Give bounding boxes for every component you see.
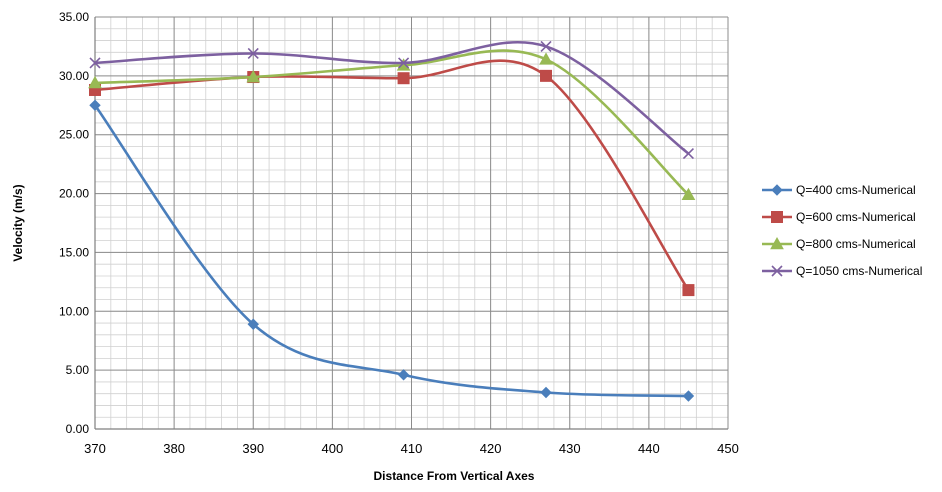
- legend-entry: Q=800 cms-Numerical: [762, 236, 916, 251]
- series-line: [93, 104, 689, 398]
- legend: Q=400 cms-Numerical Q=600 cms-Numerical Q=…: [762, 183, 922, 278]
- y-tick-label: 5.00: [66, 363, 90, 377]
- x-tick-label: 410: [401, 441, 423, 456]
- y-axis-tick-labels: 0.00 5.00 10.00 15.00 20.00 25.00 30.00 35.00: [59, 10, 89, 436]
- data-point: [540, 40, 552, 52]
- data-point: [396, 58, 411, 71]
- legend-marker: [771, 265, 783, 277]
- legend-marker: [771, 211, 783, 223]
- legend-label: Q=600 cms-Numerical: [796, 210, 916, 224]
- legend-marker: [770, 236, 784, 250]
- legend-entry: Q=400 cms-Numerical: [762, 183, 916, 197]
- x-axis-tick-labels: 370 380 390 400 410 420 430 440 450: [84, 441, 739, 456]
- series-4: [89, 40, 695, 160]
- y-tick-label: 35.00: [59, 10, 89, 24]
- x-tick-label: 420: [480, 441, 502, 456]
- x-tick-label: 400: [322, 441, 344, 456]
- data-point: [247, 318, 259, 330]
- y-tick-label: 10.00: [59, 304, 89, 318]
- data-point: [540, 69, 553, 82]
- data-point: [682, 390, 695, 402]
- y-tick-label: 20.00: [59, 187, 89, 201]
- y-tick-label: 0.00: [66, 422, 90, 436]
- data-point: [682, 284, 695, 297]
- data-point: [540, 386, 552, 399]
- y-axis-label: Velocity (m/s): [11, 184, 25, 261]
- data-point: [398, 57, 410, 69]
- data-point: [682, 147, 695, 160]
- data-point: [397, 72, 410, 85]
- data-point: [246, 70, 261, 83]
- x-tick-label: 440: [638, 441, 660, 456]
- y-tick-label: 15.00: [59, 245, 89, 259]
- legend-label: Q=800 cms-Numerical: [796, 237, 916, 251]
- x-tick-label: 370: [84, 441, 106, 456]
- x-tick-label: 390: [242, 441, 264, 456]
- data-point: [88, 75, 102, 89]
- y-tick-label: 30.00: [59, 69, 89, 83]
- legend-entry: Q=1050 cms-Numerical: [762, 264, 922, 278]
- legend-label: Q=1050 cms-Numerical: [796, 264, 922, 278]
- series-1: [89, 99, 695, 402]
- series-3: [88, 49, 696, 201]
- series-layer: [88, 40, 696, 402]
- legend-label: Q=400 cms-Numerical: [796, 183, 916, 197]
- legend-marker: [771, 184, 783, 196]
- data-point: [89, 57, 101, 69]
- y-tick-label: 25.00: [59, 128, 89, 142]
- data-point: [539, 52, 553, 65]
- data-point: [397, 369, 410, 381]
- x-tick-label: 450: [717, 441, 739, 456]
- legend-entry: Q=600 cms-Numerical: [762, 210, 916, 224]
- x-tick-label: 430: [559, 441, 581, 456]
- x-axis-label: Distance From Vertical Axes: [374, 469, 535, 483]
- data-point: [89, 99, 101, 111]
- data-point: [681, 187, 696, 201]
- x-tick-label: 380: [163, 441, 185, 456]
- data-point: [247, 47, 259, 60]
